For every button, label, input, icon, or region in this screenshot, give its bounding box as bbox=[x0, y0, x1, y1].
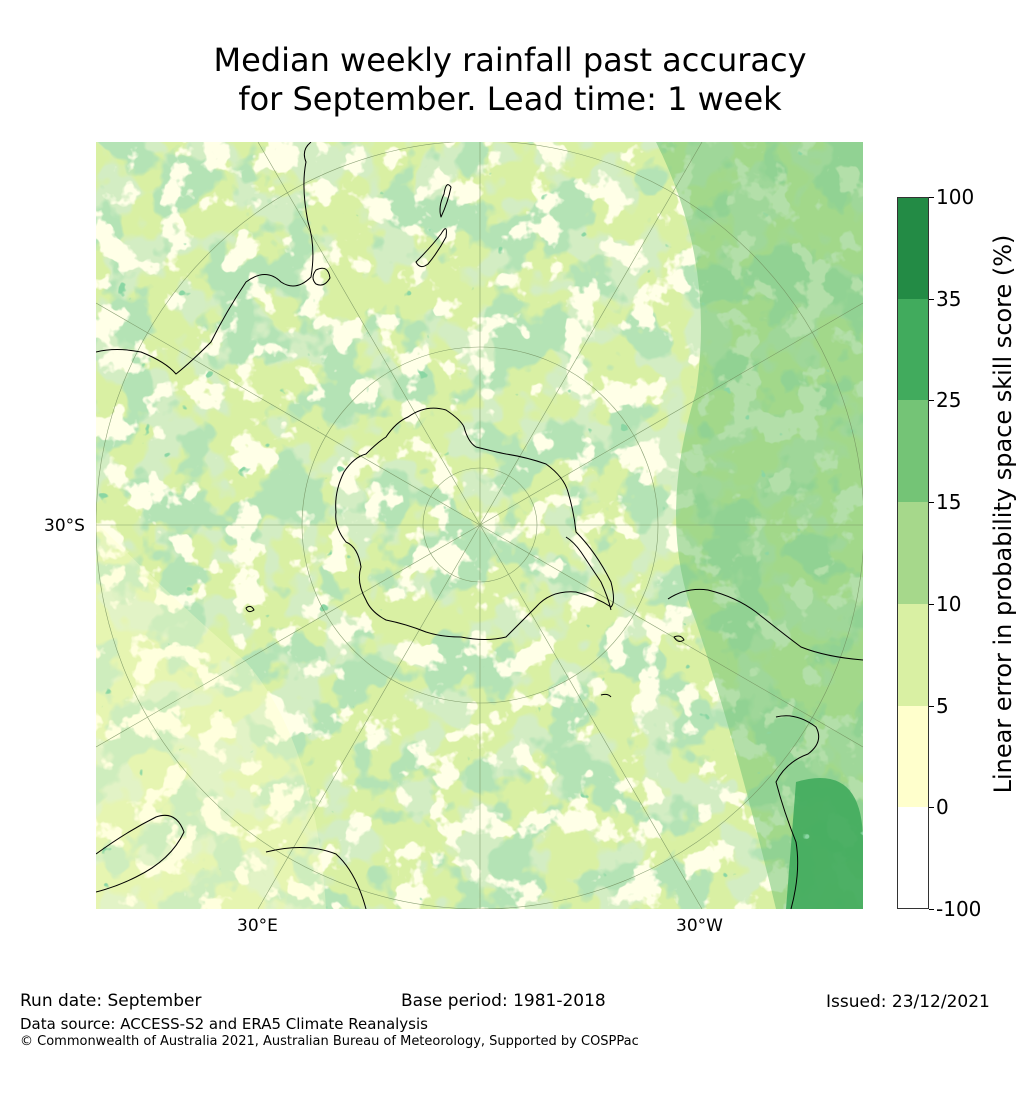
lon-label-30w: 30°W bbox=[676, 916, 723, 936]
coastlines bbox=[96, 142, 863, 909]
colorbar-tick-mark bbox=[929, 197, 934, 198]
new-zealand-north bbox=[439, 184, 452, 218]
kerguelen bbox=[245, 605, 255, 613]
map-title-line-1: Median weekly rainfall past accuracy bbox=[213, 41, 807, 79]
colorbar-tick-mark bbox=[929, 502, 934, 504]
colorbar-tick-mark bbox=[929, 909, 934, 910]
south-america-coast bbox=[667, 588, 863, 661]
colorbar-segment bbox=[897, 705, 929, 808]
colorbar-tick-label: 15 bbox=[936, 490, 962, 515]
colorbar-tick-mark bbox=[929, 400, 934, 402]
south-georgia bbox=[600, 693, 612, 698]
south-america-east bbox=[775, 715, 820, 909]
colorbar-tick-label: 100 bbox=[936, 185, 975, 209]
colorbar-tick-mark bbox=[929, 298, 934, 300]
colorbar-tick-label: 35 bbox=[936, 286, 962, 311]
new-zealand-south bbox=[415, 228, 447, 268]
graticule bbox=[96, 142, 863, 909]
madagascar-region bbox=[265, 846, 367, 909]
colorbar-tick-mark bbox=[929, 603, 934, 605]
falklands bbox=[673, 635, 685, 642]
colorbar-tick-label: 10 bbox=[936, 591, 962, 616]
lat-label-30s: 30°S bbox=[44, 516, 85, 536]
colorbar-tick-mark bbox=[929, 807, 934, 809]
colorbar bbox=[897, 197, 929, 910]
colorbar-segment bbox=[897, 502, 929, 605]
colorbar-segment bbox=[897, 807, 929, 910]
colorbar-segment bbox=[897, 298, 929, 401]
map-title-line-2: for September. Lead time: 1 week bbox=[238, 80, 782, 118]
colorbar-segment bbox=[897, 197, 929, 299]
colorbar-tick-mark bbox=[929, 705, 934, 707]
copyright: © Commonwealth of Australia 2021, Austra… bbox=[20, 1034, 639, 1049]
colorbar-tick-label: -100 bbox=[936, 897, 982, 921]
run-date: Run date: September bbox=[20, 991, 202, 1011]
tasmania bbox=[312, 267, 331, 286]
antarctica-coast bbox=[335, 407, 614, 640]
colorbar-tick-label: 25 bbox=[936, 388, 962, 413]
australia-coast bbox=[96, 142, 314, 375]
base-period: Base period: 1981-2018 bbox=[401, 991, 606, 1011]
issued-date: Issued: 23/12/2021 bbox=[826, 992, 990, 1012]
colorbar-frame bbox=[897, 197, 929, 909]
lon-label-30e: 30°E bbox=[237, 916, 278, 936]
colorbar-segment bbox=[897, 400, 929, 503]
data-source: Data source: ACCESS-S2 and ERA5 Climate … bbox=[20, 1015, 428, 1033]
colorbar-segment bbox=[897, 603, 929, 706]
colorbar-tick-label: 0 bbox=[936, 795, 949, 820]
colorbar-tick-label: 5 bbox=[936, 693, 949, 718]
africa-coast bbox=[96, 814, 185, 893]
antarctic-peninsula bbox=[565, 536, 612, 611]
polar-skill-map bbox=[96, 142, 863, 909]
